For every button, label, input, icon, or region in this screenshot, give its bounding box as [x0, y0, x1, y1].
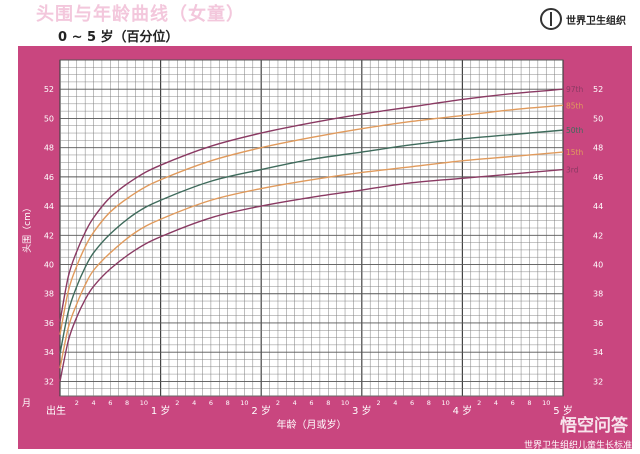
y-tick-label-left: 52 — [44, 85, 54, 94]
x-tick-label-month: 4 — [192, 399, 196, 407]
x-tick-label-month: 8 — [527, 399, 531, 407]
y-tick-label-left: 32 — [44, 377, 54, 386]
x-tick-label-year: 出生 — [46, 404, 66, 417]
y-tick-label-left: 44 — [44, 202, 54, 211]
y-tick-label-right: 38 — [593, 290, 603, 299]
x-tick-label-month: 4 — [293, 399, 297, 407]
y-tick-label-left: 46 — [44, 173, 54, 182]
x-tick-label-month: 2 — [276, 399, 280, 407]
y-tick-label-right: 48 — [593, 144, 603, 153]
x-tick-label-month: 8 — [226, 399, 230, 407]
series-label-85th: 85th — [566, 101, 583, 110]
x-axis-label: 年龄（月或岁） — [277, 418, 347, 431]
y-tick-label-right: 36 — [593, 319, 603, 328]
series-label-97th: 97th — [566, 85, 583, 94]
x-tick-label-month: 4 — [494, 399, 498, 407]
watermark: 悟空问答 — [560, 416, 628, 436]
x-tick-label-month: 10 — [140, 399, 148, 407]
x-tick-label-month: 2 — [477, 399, 481, 407]
series-label-50th: 50th — [566, 126, 583, 135]
x-tick-label-month: 6 — [511, 399, 515, 407]
y-tick-label-right: 46 — [593, 173, 603, 182]
y-tick-label-right: 40 — [593, 261, 603, 270]
x-tick-label-month: 4 — [393, 399, 397, 407]
x-tick-label-month: 4 — [91, 399, 95, 407]
x-tick-label-month: 10 — [341, 399, 349, 407]
series-line-3rd — [59, 168, 564, 382]
series-line-85th — [59, 104, 564, 335]
x-tick-label-year: 1 岁 — [151, 404, 171, 417]
x-tick-label-month: 10 — [240, 399, 248, 407]
y-tick-label-right: 44 — [593, 202, 603, 211]
x-tick-label-month: 10 — [441, 399, 449, 407]
y-tick-label-left: 40 — [44, 261, 54, 270]
series-line-15th — [59, 151, 564, 369]
y-tick-label-left: 34 — [44, 348, 54, 357]
chart-title: 头围与年龄曲线（女童） — [36, 4, 245, 25]
footer-credit: 世界卫生组织儿童生长标准 — [523, 441, 632, 451]
x-tick-label-month: 6 — [309, 399, 313, 407]
y-tick-label-right: 50 — [593, 114, 603, 123]
y-tick-label-left: 38 — [44, 290, 54, 299]
y-tick-label-left: 48 — [44, 144, 54, 153]
x-tick-label-year: 3 岁 — [352, 404, 372, 417]
series-label-15th: 15th — [566, 148, 583, 157]
y-tick-label-left: 36 — [44, 319, 54, 328]
x-tick-label-year: 2 岁 — [251, 404, 271, 417]
x-tick-label-month: 6 — [209, 399, 213, 407]
series-line-97th — [59, 88, 564, 322]
chart-subtitle: 0 ~ 5 岁（百分位） — [58, 30, 179, 45]
who-org-name: 世界卫生组织 — [566, 15, 626, 27]
x-tick-label-month: 2 — [175, 399, 179, 407]
x-tick-label-month: 2 — [376, 399, 380, 407]
series-line-50th — [59, 129, 564, 354]
x-tick-label-month: 2 — [75, 399, 79, 407]
y-tick-label-left: 42 — [44, 231, 54, 240]
x-tick-label-month: 10 — [542, 399, 550, 407]
y-tick-label-left: 50 — [44, 114, 54, 123]
y-tick-label-right: 52 — [593, 85, 603, 94]
x-tick-label-year: 4 岁 — [453, 404, 473, 417]
y-tick-label-right: 34 — [593, 348, 603, 357]
y-tick-label-right: 42 — [593, 231, 603, 240]
series-label-3rd: 3rd — [566, 166, 579, 175]
x-tick-label-month: 6 — [410, 399, 414, 407]
who-branding: 世界卫生组织 — [540, 8, 626, 30]
who-logo-icon — [540, 8, 562, 30]
x-tick-label-month: 6 — [108, 399, 112, 407]
y-tick-label-right: 32 — [593, 377, 603, 386]
y-axis-label: 头围（cm） — [22, 203, 33, 253]
x-tick-label-month: 8 — [326, 399, 330, 407]
x-tick-label-year: 5 岁 — [553, 404, 573, 417]
x-tick-label-month: 8 — [125, 399, 129, 407]
x-tick-label-month: 8 — [427, 399, 431, 407]
x-unit-label: 月 — [22, 398, 31, 409]
